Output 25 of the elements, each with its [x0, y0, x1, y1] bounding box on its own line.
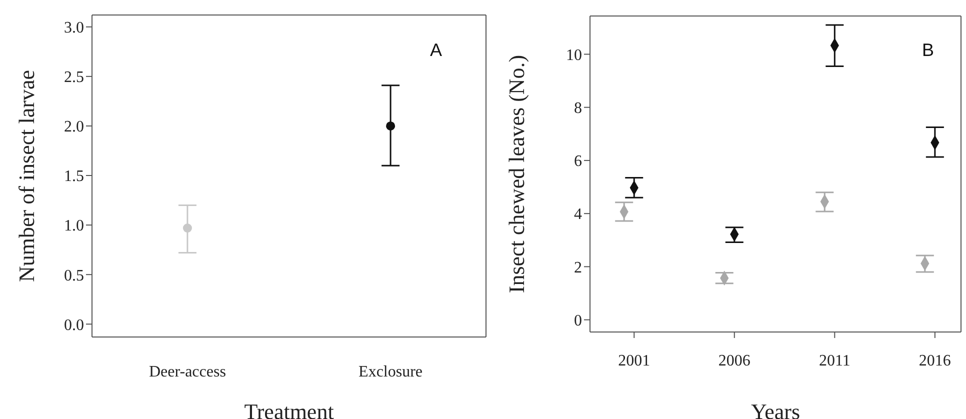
y-tick-label: 0.5 — [64, 267, 84, 284]
y-axis-title: Number of insect larvae — [14, 70, 39, 282]
y-tick-label: 1.0 — [64, 218, 84, 235]
y-tick-label: 4 — [574, 206, 582, 224]
y-tick-label: 3.0 — [64, 20, 84, 37]
x-tick-label: Exclosure — [358, 363, 423, 380]
x-axis-title: Treatment — [244, 399, 334, 419]
y-tick-label: 6 — [574, 153, 582, 170]
x-tick-label: 2016 — [918, 352, 951, 370]
y-tick-label: 1.5 — [64, 168, 84, 186]
annotation: B — [922, 40, 934, 61]
x-tick-label: 2001 — [618, 352, 650, 370]
x-tick-label: Deer-access — [148, 363, 226, 380]
y-tick-label: 8 — [574, 100, 582, 118]
y-tick-label: 0.0 — [64, 316, 84, 334]
y-tick-label: 2.5 — [64, 69, 84, 86]
y-tick-label: 10 — [566, 46, 582, 64]
x-tick-label: 2011 — [818, 352, 850, 370]
annotation: A — [430, 40, 442, 61]
x-axis-title: Years — [750, 399, 800, 419]
y-tick-label: 0 — [574, 312, 582, 330]
x-tick-label: 2006 — [718, 352, 750, 370]
y-tick-label: 2 — [574, 259, 582, 276]
y-tick-label: 2.0 — [64, 118, 84, 136]
y-axis-title: Insect chewed leaves (No.) — [504, 54, 529, 294]
